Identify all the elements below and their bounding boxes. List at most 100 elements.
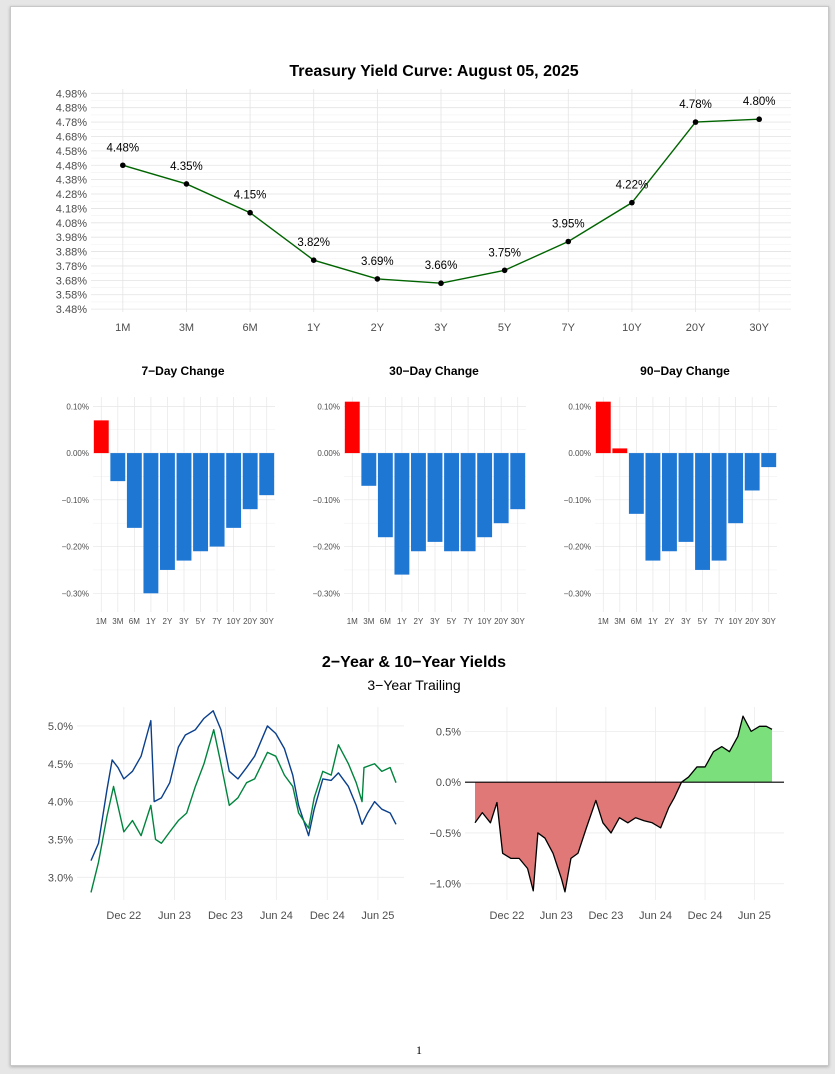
data-point (438, 280, 444, 287)
y-tick-label: 5.0% (48, 721, 73, 733)
data-label: 4.48% (107, 142, 140, 154)
y-tick-label: 4.88% (56, 103, 87, 115)
data-point (310, 257, 317, 264)
x-tick-label: 10Y (729, 617, 744, 626)
y-tick-label: 0.10% (317, 402, 340, 411)
data-label: 3.82% (297, 237, 330, 249)
bar (411, 453, 426, 552)
y-tick-label: 3.0% (48, 872, 73, 884)
x-tick-label: 1M (347, 617, 358, 626)
data-point (692, 119, 699, 125)
data-label: 3.95% (552, 219, 585, 231)
x-tick-label: 1Y (397, 617, 407, 626)
bar (226, 453, 242, 528)
data-point (247, 209, 253, 216)
x-tick-label: 10Y (478, 617, 493, 626)
data-point (501, 267, 508, 274)
x-tick-label: Dec 24 (310, 910, 345, 922)
bar (377, 453, 393, 538)
y-tick-label: 4.68% (56, 131, 87, 143)
y-tick-label: 4.98% (56, 88, 87, 100)
y-tick-label: 4.5% (48, 759, 73, 771)
y-tick-label: 4.08% (56, 218, 87, 230)
x-tick-label: 2Y (371, 322, 385, 334)
x-tick-label: 2Y (665, 617, 675, 626)
x-tick-label: Jun 23 (158, 910, 191, 922)
x-tick-label: 7Y (463, 617, 473, 626)
y-tick-label: 4.28% (56, 189, 87, 201)
bar (761, 453, 777, 468)
yields-chart: 2−Year & 10−Year Yields 3−Year Trailing … (48, 654, 506, 922)
bar (361, 453, 377, 486)
x-tick-label: 3Y (681, 617, 691, 626)
x-tick-label: 1M (598, 617, 609, 626)
yields-title: 2−Year & 10−Year Yields (322, 654, 506, 671)
y-tick-label: −0.10% (564, 496, 591, 505)
x-tick-label: 30Y (260, 617, 275, 626)
bar (259, 453, 275, 496)
y-tick-label: 0.00% (317, 449, 340, 458)
y-tick-label: 0.10% (568, 402, 591, 411)
y-tick-label: 4.48% (56, 160, 87, 172)
y-tick-label: 4.0% (48, 797, 73, 809)
bar (612, 448, 628, 454)
x-tick-label: 2Y (163, 617, 173, 626)
y-tick-label: 3.5% (48, 834, 73, 846)
x-tick-label: 3M (179, 322, 194, 334)
bar (160, 453, 175, 570)
data-label: 4.80% (743, 96, 776, 108)
x-tick-label: 6M (380, 617, 391, 626)
bar (209, 453, 225, 547)
data-point (183, 181, 190, 187)
y-tick-label: −0.20% (62, 543, 89, 552)
bar (110, 453, 126, 482)
x-tick-label: 3M (614, 617, 625, 626)
bar (460, 453, 476, 552)
x-tick-label: Jun 23 (540, 910, 573, 922)
x-tick-label: 6M (129, 617, 140, 626)
y-tick-label: 0.00% (568, 449, 591, 458)
x-tick-label: 7Y (212, 617, 222, 626)
change-30-day-title: 30−Day Change (389, 364, 479, 378)
change-7-day-plot: 0.10% 0.00% −0.10% −0.20% −0.30% 1M 3M 6M 1Y 2Y 3Y… (62, 397, 275, 626)
x-tick-label: 3Y (179, 617, 189, 626)
bar (394, 453, 410, 575)
y-tick-label: 4.38% (56, 175, 87, 187)
series-line (90, 729, 397, 893)
data-point (120, 162, 126, 169)
bar (477, 453, 493, 538)
bar (510, 453, 526, 510)
y-tick-label: −0.20% (313, 543, 340, 552)
bar (344, 401, 360, 454)
y-tick-label: 3.68% (56, 275, 87, 287)
x-tick-label: 2Y (414, 617, 424, 626)
x-tick-label: 1M (96, 617, 107, 626)
spread-line (474, 715, 773, 893)
bar (493, 453, 509, 524)
x-tick-label: 20Y (745, 617, 760, 626)
y-tick-label: 4.18% (56, 203, 87, 215)
y-tick-label: 0.0% (436, 777, 461, 789)
x-tick-label: 1Y (307, 322, 321, 334)
x-tick-label: 3M (112, 617, 123, 626)
data-label: 4.22% (616, 180, 649, 192)
x-tick-label: 6M (631, 617, 642, 626)
x-tick-label: Dec 22 (106, 910, 141, 922)
data-point (374, 276, 381, 282)
data-point (565, 238, 572, 245)
bar (695, 453, 710, 570)
report-charts: Treasury Yield Curve: August 05, 2025 3.… (48, 63, 791, 1057)
bar (176, 453, 192, 561)
series-line (90, 710, 397, 861)
x-tick-label: 30Y (511, 617, 526, 626)
data-label: 3.66% (425, 260, 458, 272)
y-tick-label: 4.58% (56, 146, 87, 158)
y-tick-label: 3.78% (56, 261, 87, 273)
y-tick-label: −0.30% (62, 589, 89, 598)
area-positive (681, 716, 772, 783)
change-90-day-plot: 0.10% 0.00% −0.10% −0.20% −0.30% 1M 3M 6M 1Y 2Y 3Y… (564, 397, 777, 626)
spread-chart: 0.5% 0.0% −0.5% −1.0% Dec 22 Jun 23 Dec 23 Jun … (430, 707, 784, 922)
spread-plot: 0.5% 0.0% −0.5% −1.0% Dec 22 Jun 23 Dec 23 Jun … (430, 707, 784, 922)
x-tick-label: 1Y (146, 617, 156, 626)
page-number: 1 (416, 1043, 422, 1057)
